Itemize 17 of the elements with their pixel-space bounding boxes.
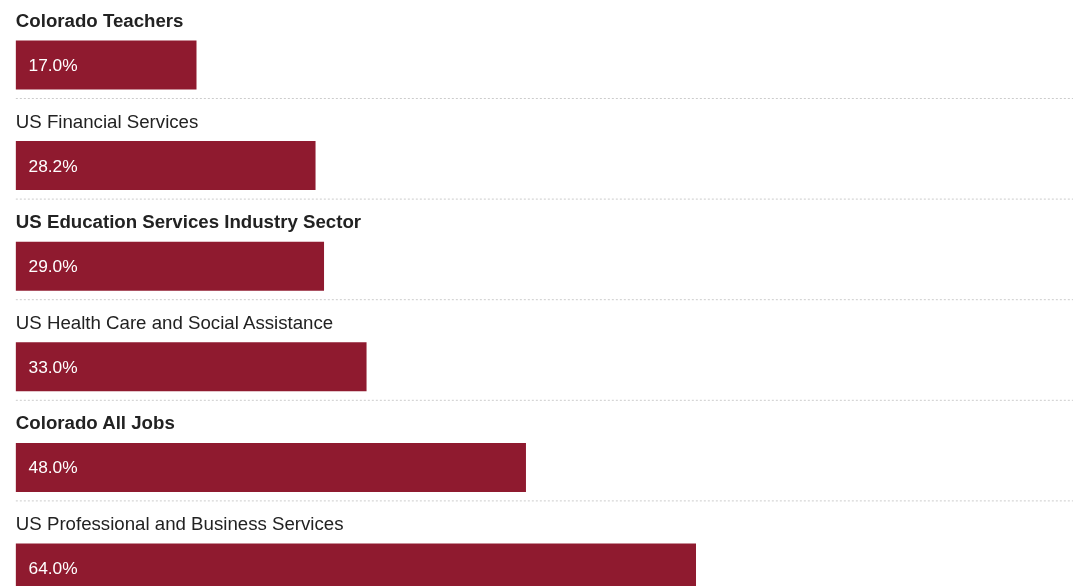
data-label: 29.0% (28, 256, 78, 277)
y-tick-label: US Professional and Business Services (15, 513, 344, 534)
bar (15, 442, 526, 492)
data-label: 17.0% (28, 55, 78, 75)
data-label: 33.0% (28, 356, 78, 377)
bar (15, 241, 325, 291)
bar (15, 40, 197, 90)
bar (15, 342, 367, 392)
y-tick-label: Colorado Teachers (15, 10, 184, 31)
data-label: 28.2% (28, 155, 78, 176)
y-tick-label: US Financial Services (15, 110, 199, 132)
bar (15, 141, 316, 191)
y-tick-label: US Education Services Industry Sector (15, 211, 362, 233)
data-label: 64.0% (28, 558, 78, 578)
y-tick-label: Colorado All Jobs (15, 412, 175, 434)
data-label: 48.0% (28, 457, 78, 478)
y-tick-label: US Health Care and Social Assistance (15, 311, 334, 333)
